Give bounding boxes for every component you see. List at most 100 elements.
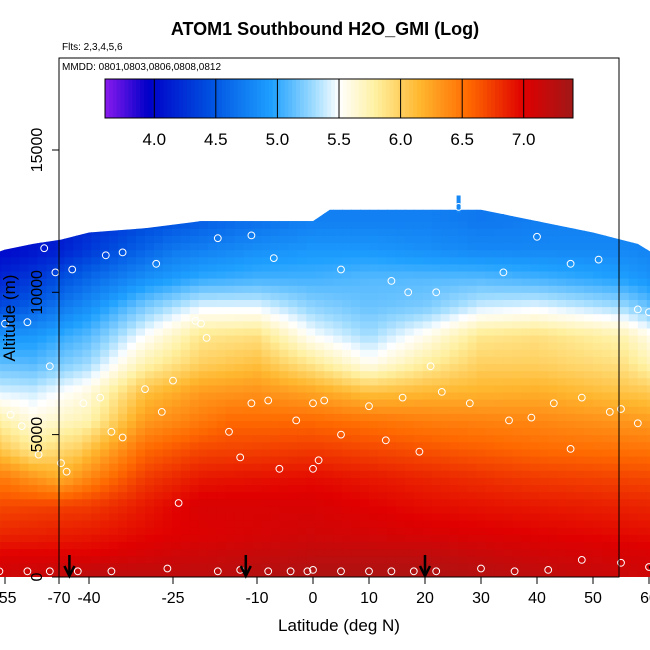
heatmap-cell (10, 569, 21, 577)
heatmap-cell (288, 377, 298, 386)
heatmap-cell (154, 477, 164, 486)
heatmap-cell (109, 377, 119, 386)
heatmap-cell (386, 209, 397, 215)
heatmap-cell (476, 541, 487, 550)
heatmap-cell (189, 363, 200, 372)
heatmap-cell (225, 420, 236, 429)
heatmap-cell (0, 278, 3, 286)
heatmap-cell (360, 569, 370, 577)
heatmap-cell (19, 413, 30, 421)
heatmap-cell (602, 335, 612, 343)
heatmap-cell (82, 384, 92, 393)
heatmap-cell (118, 270, 128, 279)
heatmap-cell (476, 249, 487, 258)
heatmap-cell (619, 349, 630, 357)
heatmap-cell (386, 263, 397, 272)
heatmap-cell (154, 256, 164, 265)
heatmap-cell (485, 505, 496, 514)
heatmap-cell (628, 548, 639, 557)
heatmap-cell (82, 406, 92, 414)
heatmap-cell (82, 370, 92, 379)
heatmap-cell (422, 320, 433, 329)
heatmap-cell (530, 306, 540, 315)
heatmap-cell (351, 209, 361, 215)
heatmap-cell (628, 235, 639, 244)
heatmap-cell (342, 327, 352, 336)
heatmap-cell (360, 370, 370, 379)
heatmap-cell (485, 541, 496, 550)
heatmap-cell (440, 384, 451, 393)
heatmap-cell (413, 399, 424, 407)
heatmap-cell (19, 285, 30, 293)
heatmap-cell (109, 555, 119, 564)
heatmap-cell (234, 377, 245, 386)
heatmap-cell (279, 413, 289, 421)
heatmap-cell (378, 505, 388, 514)
heatmap-cell (234, 370, 245, 379)
heatmap-cell (557, 527, 567, 535)
heatmap-cell (413, 327, 424, 336)
heatmap-cell (440, 498, 451, 507)
heatmap-cell (180, 534, 191, 542)
heatmap-cell (91, 278, 101, 286)
heatmap-cell (440, 406, 451, 414)
heatmap-cell (162, 484, 173, 493)
heatmap-cell (557, 548, 567, 557)
heatmap-cell (539, 562, 549, 571)
heatmap-cell (449, 456, 460, 464)
heatmap-cell (557, 491, 567, 500)
sample-point (107, 427, 116, 436)
sample-point (465, 399, 474, 408)
heatmap-cell (1, 498, 12, 507)
heatmap-cell (82, 463, 92, 471)
heatmap-cell (458, 278, 469, 286)
heatmap-cell (548, 484, 558, 493)
heatmap-cell (136, 420, 146, 429)
heatmap-cell (512, 256, 522, 265)
heatmap-cell (467, 548, 478, 557)
heatmap-cell (360, 356, 370, 365)
heatmap-cell (593, 520, 603, 528)
heatmap-cell (216, 562, 227, 571)
heatmap-cell (91, 427, 101, 436)
heatmap-cell (136, 349, 146, 357)
heatmap-cell (0, 256, 3, 265)
heatmap-cell (252, 470, 263, 478)
heatmap-cell (360, 541, 370, 550)
heatmap-cell (145, 505, 155, 514)
heatmap-cell (288, 256, 298, 265)
heatmap-cell (458, 562, 469, 571)
heatmap-cell (118, 527, 128, 535)
heatmap-cell (602, 498, 612, 507)
heatmap-cell (10, 484, 21, 493)
heatmap-cell (360, 320, 370, 329)
heatmap-cell (485, 209, 496, 215)
heatmap-cell (602, 256, 612, 265)
heatmap-cell (584, 249, 594, 258)
heatmap-cell (234, 555, 245, 564)
heatmap-cell (539, 527, 549, 535)
heatmap-cell (1, 399, 12, 407)
heatmap-cell (252, 434, 263, 443)
heatmap-cell (593, 292, 603, 300)
heatmap-cell (476, 420, 487, 429)
heatmap-cell (37, 306, 48, 315)
heatmap-cell (602, 399, 612, 407)
heatmap-cell (0, 285, 3, 293)
heatmap-cell (10, 562, 21, 571)
heatmap-cell (369, 214, 379, 222)
heatmap-cell (37, 377, 48, 386)
heatmap-cell (315, 477, 325, 486)
heatmap-cell (324, 441, 334, 450)
heatmap-cell (234, 235, 245, 244)
heatmap-cell (306, 249, 316, 258)
heatmap-cell (225, 306, 236, 315)
heatmap-cell (288, 209, 298, 215)
heatmap-cell (584, 242, 594, 251)
heatmap-cell (369, 335, 379, 343)
heatmap-cell (503, 434, 513, 443)
heatmap-cell (162, 209, 173, 215)
sample-point (605, 408, 614, 416)
sample-point (57, 459, 65, 468)
heatmap-cell (386, 555, 397, 564)
